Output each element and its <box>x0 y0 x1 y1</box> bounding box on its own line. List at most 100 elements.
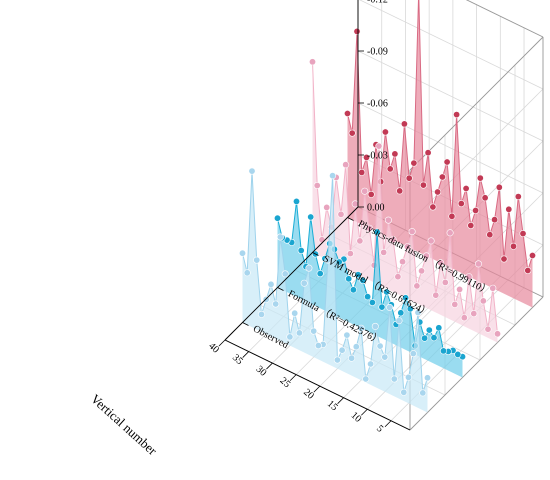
data-point <box>465 273 473 281</box>
data-point <box>403 243 411 251</box>
data-point <box>343 331 351 339</box>
data-point <box>375 142 383 150</box>
data-point <box>272 300 280 308</box>
data-point <box>353 27 361 35</box>
data-point <box>395 317 403 325</box>
data-point <box>291 309 299 317</box>
data-point <box>409 350 417 358</box>
series-0 <box>239 167 431 413</box>
data-point <box>367 190 375 198</box>
data-point <box>357 324 365 332</box>
series-3 <box>343 0 536 308</box>
x-tick <box>266 362 273 370</box>
data-point <box>519 230 527 238</box>
data-point <box>454 350 462 358</box>
data-point <box>434 188 442 196</box>
data-point <box>324 256 332 264</box>
data-point <box>389 236 397 244</box>
series-tick <box>242 322 249 326</box>
data-point <box>352 343 360 351</box>
data-point <box>410 159 418 167</box>
x-tick <box>289 374 297 381</box>
data-point <box>342 161 350 169</box>
series-area <box>277 201 463 378</box>
data-point <box>348 354 356 362</box>
series-tick <box>347 217 354 221</box>
data-point <box>376 342 384 350</box>
data-point <box>365 224 373 232</box>
data-point <box>448 212 456 220</box>
x-tick-label: 10 <box>349 410 364 425</box>
data-point <box>514 193 522 201</box>
x-tick <box>361 408 368 416</box>
data-point <box>425 326 433 334</box>
data-point <box>427 237 435 245</box>
data-point <box>491 216 499 224</box>
data-point <box>402 294 410 302</box>
data-point <box>380 248 388 256</box>
data-point <box>486 231 494 239</box>
data-point <box>390 375 398 383</box>
data-point <box>400 388 408 396</box>
data-point <box>509 242 517 250</box>
data-point <box>354 271 362 279</box>
data-point <box>253 256 261 264</box>
data-point <box>429 203 437 211</box>
data-point <box>467 222 475 230</box>
series-area <box>347 0 533 308</box>
data-point <box>479 297 487 305</box>
data-point <box>314 342 322 350</box>
data-point <box>297 247 305 255</box>
z-tick-label: -0.12 <box>367 0 388 6</box>
data-point <box>418 267 426 275</box>
x-axis-title: Vertical number <box>88 391 161 458</box>
box-edge <box>409 296 544 431</box>
series-tick <box>277 287 284 291</box>
data-point <box>300 279 308 287</box>
data-point <box>356 237 364 245</box>
data-point <box>362 375 370 383</box>
data-point <box>248 167 256 175</box>
data-point <box>351 200 359 208</box>
data-point <box>462 185 470 193</box>
data-point <box>345 275 353 283</box>
data-point <box>305 264 313 272</box>
data-point <box>316 270 324 278</box>
data-point <box>500 255 508 263</box>
data-point <box>413 282 421 290</box>
data-point <box>495 183 503 191</box>
data-point <box>286 333 294 341</box>
data-point <box>441 278 449 286</box>
data-point <box>292 197 300 205</box>
x-tick <box>313 385 321 393</box>
data-point <box>383 288 391 296</box>
x-tick-label: 35 <box>230 352 245 367</box>
box-edge <box>465 0 544 38</box>
z-tick-label: -0.09 <box>367 47 388 58</box>
data-point <box>423 374 431 382</box>
data-point <box>384 216 392 224</box>
data-point <box>281 270 289 278</box>
data-point <box>373 228 381 236</box>
data-point <box>335 258 343 266</box>
data-point <box>422 252 430 260</box>
data-point <box>267 280 275 288</box>
data-point <box>435 324 443 332</box>
data-point <box>437 259 445 267</box>
data-point <box>405 174 413 182</box>
data-point <box>481 194 489 202</box>
data-point <box>484 325 492 333</box>
x-tick-label: 30 <box>254 364 269 379</box>
data-point <box>257 310 265 318</box>
data-point <box>346 250 354 258</box>
grid-line <box>359 0 544 90</box>
x-tick-label: 40 <box>206 341 221 356</box>
data-point <box>472 207 480 215</box>
data-point <box>323 203 331 211</box>
x-tick <box>384 420 392 428</box>
z-tick-label: -0.03 <box>367 151 388 162</box>
series-line <box>277 201 463 358</box>
data-point <box>476 174 484 182</box>
grid-line <box>466 0 544 38</box>
